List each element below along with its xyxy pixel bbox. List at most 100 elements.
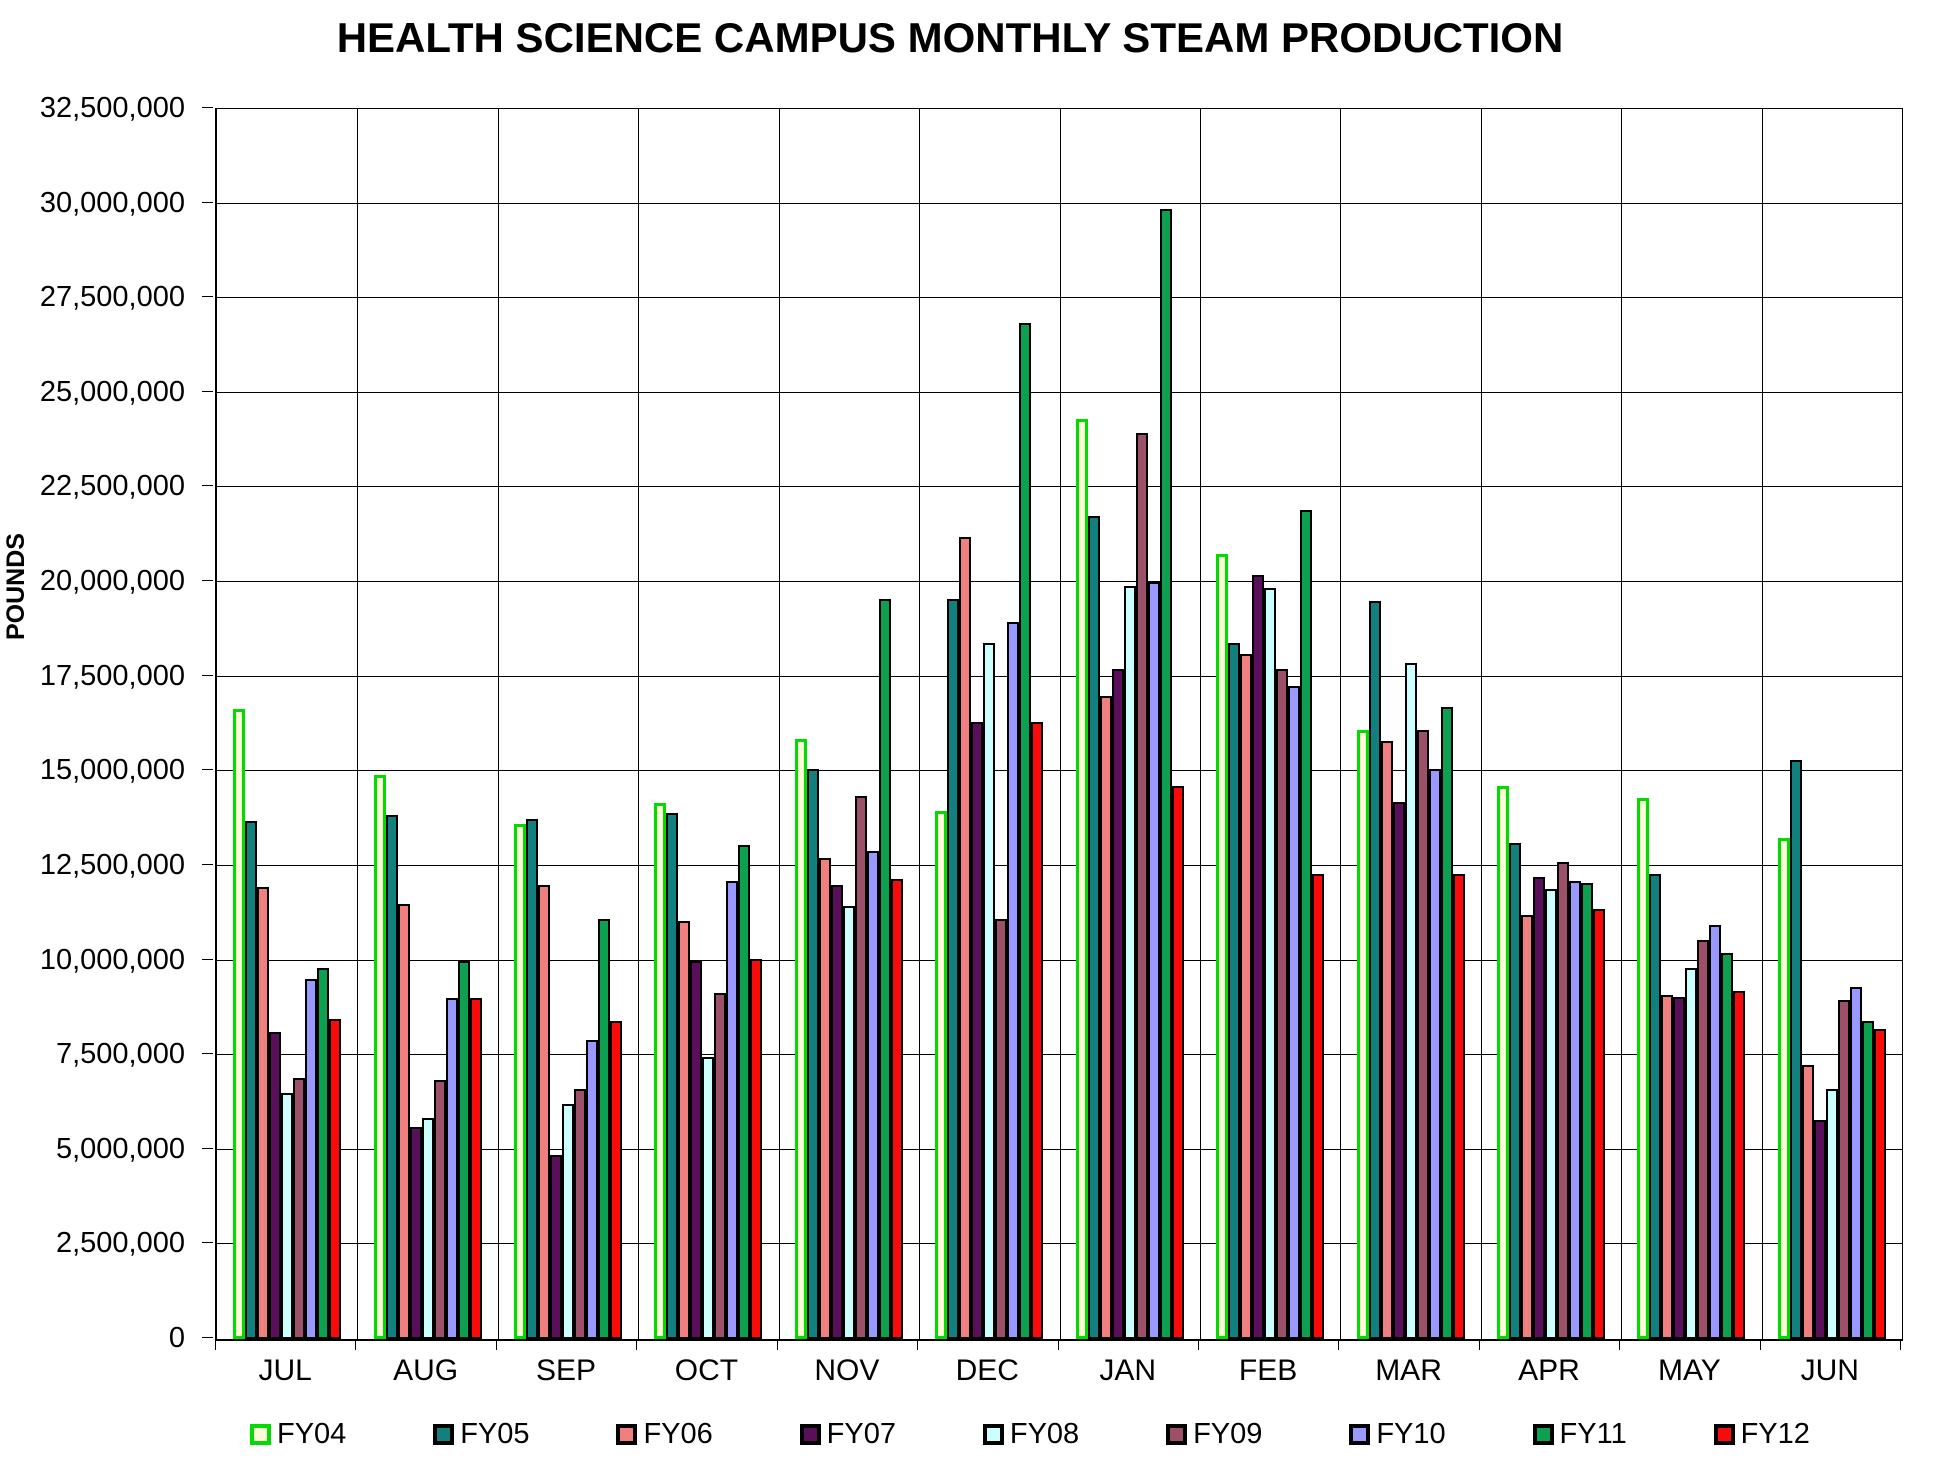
y-axis-tick [202,201,213,203]
y-tick-label: 15,000,000 [39,754,185,787]
gridline-horizontal [217,959,1902,961]
bar-fy12-dec [1031,722,1044,1339]
x-tick-label-dec: DEC [955,1354,1019,1387]
bar-fy06-jul [257,886,270,1339]
bar-fy06-jun [1801,1064,1814,1339]
y-axis-tick [202,485,213,487]
bar-fy04-may [1637,797,1650,1339]
bar-fy10-jul [305,979,318,1339]
y-tick-label: 30,000,000 [39,186,185,219]
x-axis-tick [496,1340,497,1350]
bar-fy07-nov [830,884,843,1339]
bar-fy05-nov [806,769,819,1339]
y-axis: 0 2,500,000 5,000,000 7,500,000 10,000,000 12… [0,93,215,1353]
y-axis-tick [202,107,213,108]
x-axis-tick [917,1340,918,1350]
bar-fy06-may [1661,994,1674,1339]
x-tick-label-nov: NOV [814,1354,880,1387]
x-tick-label-may: MAY [1657,1354,1721,1387]
bar-fy07-jun [1813,1119,1826,1339]
legend-label-fy04: FY04 [277,1418,347,1450]
x-tick-label-mar: MAR [1375,1354,1442,1387]
y-tick-label: 17,500,000 [39,659,185,692]
bar-fy07-apr [1532,877,1545,1339]
gridline-vertical [1340,109,1341,1339]
y-tick-label: 25,000,000 [39,375,185,408]
chart-title: HEALTH SCIENCE CAMPUS MONTHLY STEAM PROD… [336,14,1564,61]
bar-fy04-jun [1777,837,1790,1339]
gridline-vertical [779,109,780,1339]
x-axis-tick [1198,1340,1199,1350]
bar-fy09-jan [1135,432,1148,1339]
x-tick-label-jan: JAN [1099,1354,1157,1387]
gridline-vertical [1200,109,1201,1339]
bar-fy09-oct [714,992,727,1339]
y-axis-tick [202,863,213,865]
bar-fy06-aug [397,903,410,1339]
bar-fy05-sep [526,818,539,1339]
bar-fy10-jan [1147,582,1160,1339]
bar-fy07-jul [269,1032,282,1339]
gridline-vertical [919,109,920,1339]
bar-fy08-jul [281,1093,294,1339]
bar-fy04-nov [794,739,807,1339]
legend-swatch-fy07 [799,1424,821,1445]
bar-fy09-dec [995,918,1008,1339]
bar-fy06-jan [1099,695,1112,1339]
bar-fy04-mar [1356,729,1369,1339]
x-tick-label-feb: FEB [1238,1354,1298,1387]
legend-label-fy05: FY05 [460,1418,530,1450]
bar-fy11-sep [598,918,611,1339]
bar-fy07-aug [409,1127,422,1339]
gridline-horizontal [217,391,1902,393]
bar-fy11-mar [1440,706,1453,1339]
y-axis-tick [202,769,213,771]
bar-fy11-feb [1300,510,1313,1339]
gridline-horizontal [217,770,1902,772]
bar-fy05-jul [245,820,258,1339]
bar-fy06-mar [1380,741,1393,1339]
bar-fy12-aug [469,998,482,1339]
bar-fy09-may [1697,939,1710,1339]
gridline-vertical [1762,109,1763,1339]
gridline-horizontal [217,864,1902,866]
bar-fy09-jul [293,1077,306,1339]
y-tick-label: 0 [168,1322,185,1354]
legend-item-fy10: FY10 [1349,1418,1446,1451]
bar-fy06-oct [678,920,691,1339]
bar-fy04-apr [1496,786,1509,1339]
bar-fy10-oct [726,881,739,1339]
bar-fy10-dec [1007,621,1020,1339]
legend: FY04 FY05 FY06 FY07 FY08 FY09 FY10 FY11 FY12 [250,1418,1810,1451]
bar-fy07-sep [550,1155,563,1339]
bar-fy10-mar [1428,769,1441,1339]
bar-fy11-may [1721,952,1734,1339]
bar-fy05-may [1649,873,1662,1339]
bar-fy10-feb [1288,686,1301,1339]
bar-fy04-aug [373,775,386,1339]
bar-fy11-nov [878,599,891,1339]
bar-fy11-jul [317,968,330,1339]
bar-fy08-oct [702,1057,715,1339]
y-tick-label: 22,500,000 [39,470,185,503]
y-tick-label: 20,000,000 [39,565,185,598]
gridline-vertical [638,109,639,1339]
gridline-vertical [1481,109,1482,1339]
bar-fy08-mar [1404,663,1417,1339]
bar-fy09-nov [854,795,867,1339]
bar-fy10-apr [1568,881,1581,1339]
bar-fy04-feb [1216,553,1229,1339]
x-tick-label-apr: APR [1518,1354,1580,1387]
legend-label-fy10: FY10 [1376,1418,1446,1450]
bar-fy04-sep [514,824,527,1339]
gridline-vertical [498,109,499,1339]
gridline-horizontal [217,486,1902,488]
x-axis-tick [1900,1340,1901,1350]
bar-fy08-feb [1264,587,1277,1339]
bar-fy12-feb [1312,873,1325,1339]
gridline-vertical [357,109,358,1339]
gridline-horizontal [217,1054,1902,1056]
legend-label-fy09: FY09 [1193,1418,1263,1450]
bar-fy05-dec [947,599,960,1339]
bar-fy12-nov [890,879,903,1339]
